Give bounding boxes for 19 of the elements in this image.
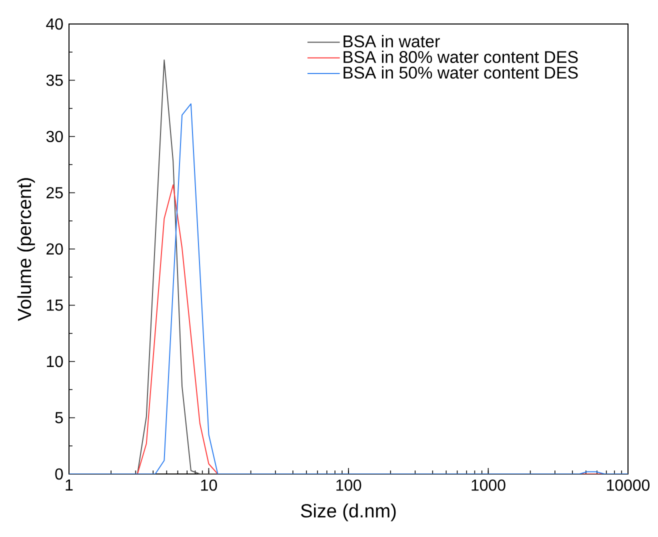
x-axis-title: Size (d.nm) <box>300 504 396 522</box>
x-tick-label: 10 <box>201 480 217 491</box>
x-tick-label: 1000 <box>472 480 506 491</box>
y-tick-label: 20 <box>46 243 63 255</box>
x-tick-label: 100 <box>336 480 362 491</box>
y-tick-label: 10 <box>46 356 63 368</box>
y-tick-label: 0 <box>55 468 63 480</box>
y-axis-title: Volume (percent) <box>17 178 35 321</box>
y-tick-label: 5 <box>55 412 63 424</box>
y-tick-label: 15 <box>46 300 63 311</box>
x-tick-label: 1 <box>66 480 73 490</box>
legend-label: BSA in 80% water content DES <box>344 50 578 64</box>
y-tick-label: 40 <box>46 18 63 30</box>
y-tick-label: 35 <box>46 74 63 86</box>
legend-label: BSA in water <box>344 34 440 48</box>
y-tick-label: 25 <box>46 187 63 198</box>
x-tick-label: 10000 <box>607 480 650 491</box>
y-tick-label: 30 <box>46 130 63 142</box>
legend-label: BSA in 50% water content DES <box>344 66 578 79</box>
